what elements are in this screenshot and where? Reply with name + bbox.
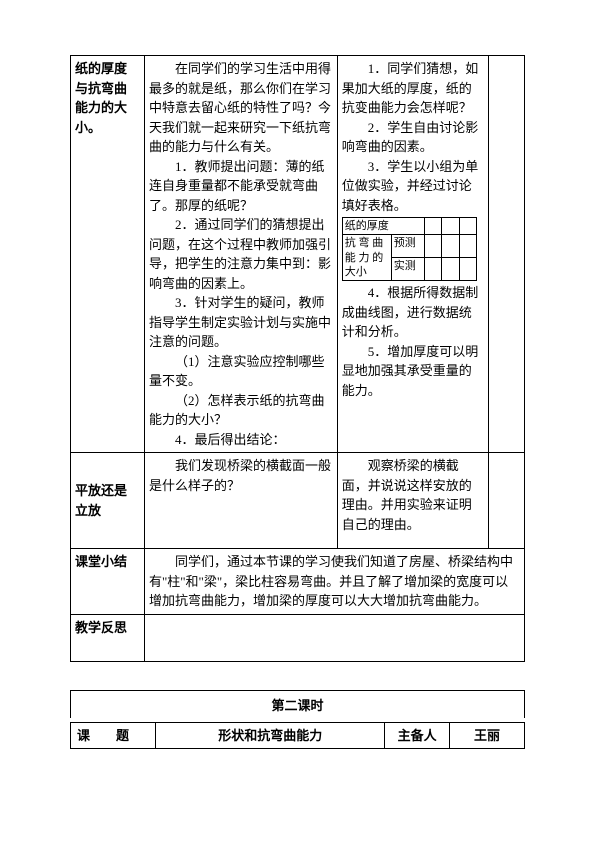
table-row: 课 题 形状和抗弯曲能力 主备人 王丽	[71, 722, 525, 749]
lesson-label: 课 题	[71, 722, 156, 749]
row-label-reflection: 教学反思	[71, 614, 145, 661]
row-label-summary: 课堂小结	[71, 549, 145, 615]
lesson-title: 形状和抗弯曲能力	[156, 722, 385, 749]
inner-cell	[424, 258, 442, 281]
para: 4．最后得出结论：	[149, 430, 333, 450]
lesson2-table: 课 题 形状和抗弯曲能力 主备人 王丽	[70, 722, 525, 750]
empty-col	[489, 56, 525, 453]
row-label-orientation: 平放还是立放	[71, 453, 145, 549]
student-activity: 观察桥梁的横截面，并说说这样安放的理由。并用实验来证明自己的理由。	[337, 453, 489, 549]
inner-cell	[442, 235, 460, 258]
table-row: 平放还是立放 我们发现桥梁的横截面一般是什么样子的？ 观察桥梁的横截面，并说说这…	[71, 453, 525, 549]
para: 我们发现桥梁的横截面一般是什么样子的？	[149, 456, 333, 495]
para: 在同学们的学习生活中用得最多的就是纸，那么你们在学习中特意去留心纸的特性了吗？今…	[149, 59, 333, 157]
reflection-content	[144, 614, 524, 661]
inner-cell	[424, 218, 442, 235]
student-activity: 1．同学们猜想，如果加大纸的厚度，纸的抗变曲能力会怎样呢？ 2．学生自由讨论影响…	[337, 56, 489, 453]
para: 观察桥梁的横截面，并说说这样安放的理由。并用实验来证明自己的理由。	[342, 456, 485, 534]
author-label: 主备人	[385, 722, 450, 749]
inner-cell: 实测	[391, 258, 424, 281]
para: （2）怎样表示纸的抗弯曲能力的大小？	[149, 391, 333, 430]
teacher-activity: 在同学们的学习生活中用得最多的就是纸，那么你们在学习中特意去留心纸的特性了吗？今…	[144, 56, 337, 453]
inner-cell	[442, 258, 460, 281]
table-row: 课堂小结 同学们，通过本节课的学习使我们知道了房屋、桥梁结构中有"柱"和"梁"，…	[71, 549, 525, 615]
para: 3．学生以小组为单位做实验，并经过讨论填好表格。	[342, 157, 485, 216]
para: 4．根据所得数据制成曲线图，进行数据统计和分析。	[342, 283, 485, 342]
para: 3．针对学生的疑问，教师指导学生制定实验计划与实施中注意的问题。	[149, 293, 333, 352]
inner-cell: 预测	[391, 235, 424, 258]
inner-cell	[459, 218, 477, 235]
para: 1．同学们猜想，如果加大纸的厚度，纸的抗变曲能力会怎样呢？	[342, 59, 485, 118]
empty-col	[489, 453, 525, 549]
inner-cell	[459, 235, 477, 258]
table-row: 教学反思	[71, 614, 525, 661]
para: 1．教师提出问题：薄的纸连自身重量都不能承受就弯曲了。那厚的纸呢？	[149, 157, 333, 216]
table-row: 纸的厚度与抗弯曲能力的大小。 在同学们的学习生活中用得最多的就是纸，那么你们在学…	[71, 56, 525, 453]
para: 2．通过同学们的猜想提出问题，在这个过程中教师加强引导，把学生的注意力集中到：影…	[149, 215, 333, 293]
lesson2-header: 第二课时	[70, 690, 525, 718]
para: （1）注意实验应控制哪些量不变。	[149, 352, 333, 391]
row-label-thickness: 纸的厚度与抗弯曲能力的大小。	[71, 56, 145, 453]
inner-cell	[442, 218, 460, 235]
inner-cell	[459, 258, 477, 281]
para: 2．学生自由讨论影响弯曲的因素。	[342, 118, 485, 157]
experiment-table: 纸的厚度 抗 弯 曲能 力 的大小 预测 实测	[342, 217, 478, 281]
para: 5．增加厚度可以明显地加强其承受重量的能力。	[342, 342, 485, 401]
inner-cell	[424, 235, 442, 258]
author-name: 王丽	[450, 722, 525, 749]
inner-cell: 抗 弯 曲能 力 的大小	[342, 235, 391, 281]
para: 同学们，通过本节课的学习使我们知道了房屋、桥梁结构中有"柱"和"梁"，梁比柱容易…	[149, 552, 520, 611]
inner-cell: 纸的厚度	[342, 218, 424, 235]
teacher-activity: 我们发现桥梁的横截面一般是什么样子的？	[144, 453, 337, 549]
summary-content: 同学们，通过本节课的学习使我们知道了房屋、桥梁结构中有"柱"和"梁"，梁比柱容易…	[144, 549, 524, 615]
